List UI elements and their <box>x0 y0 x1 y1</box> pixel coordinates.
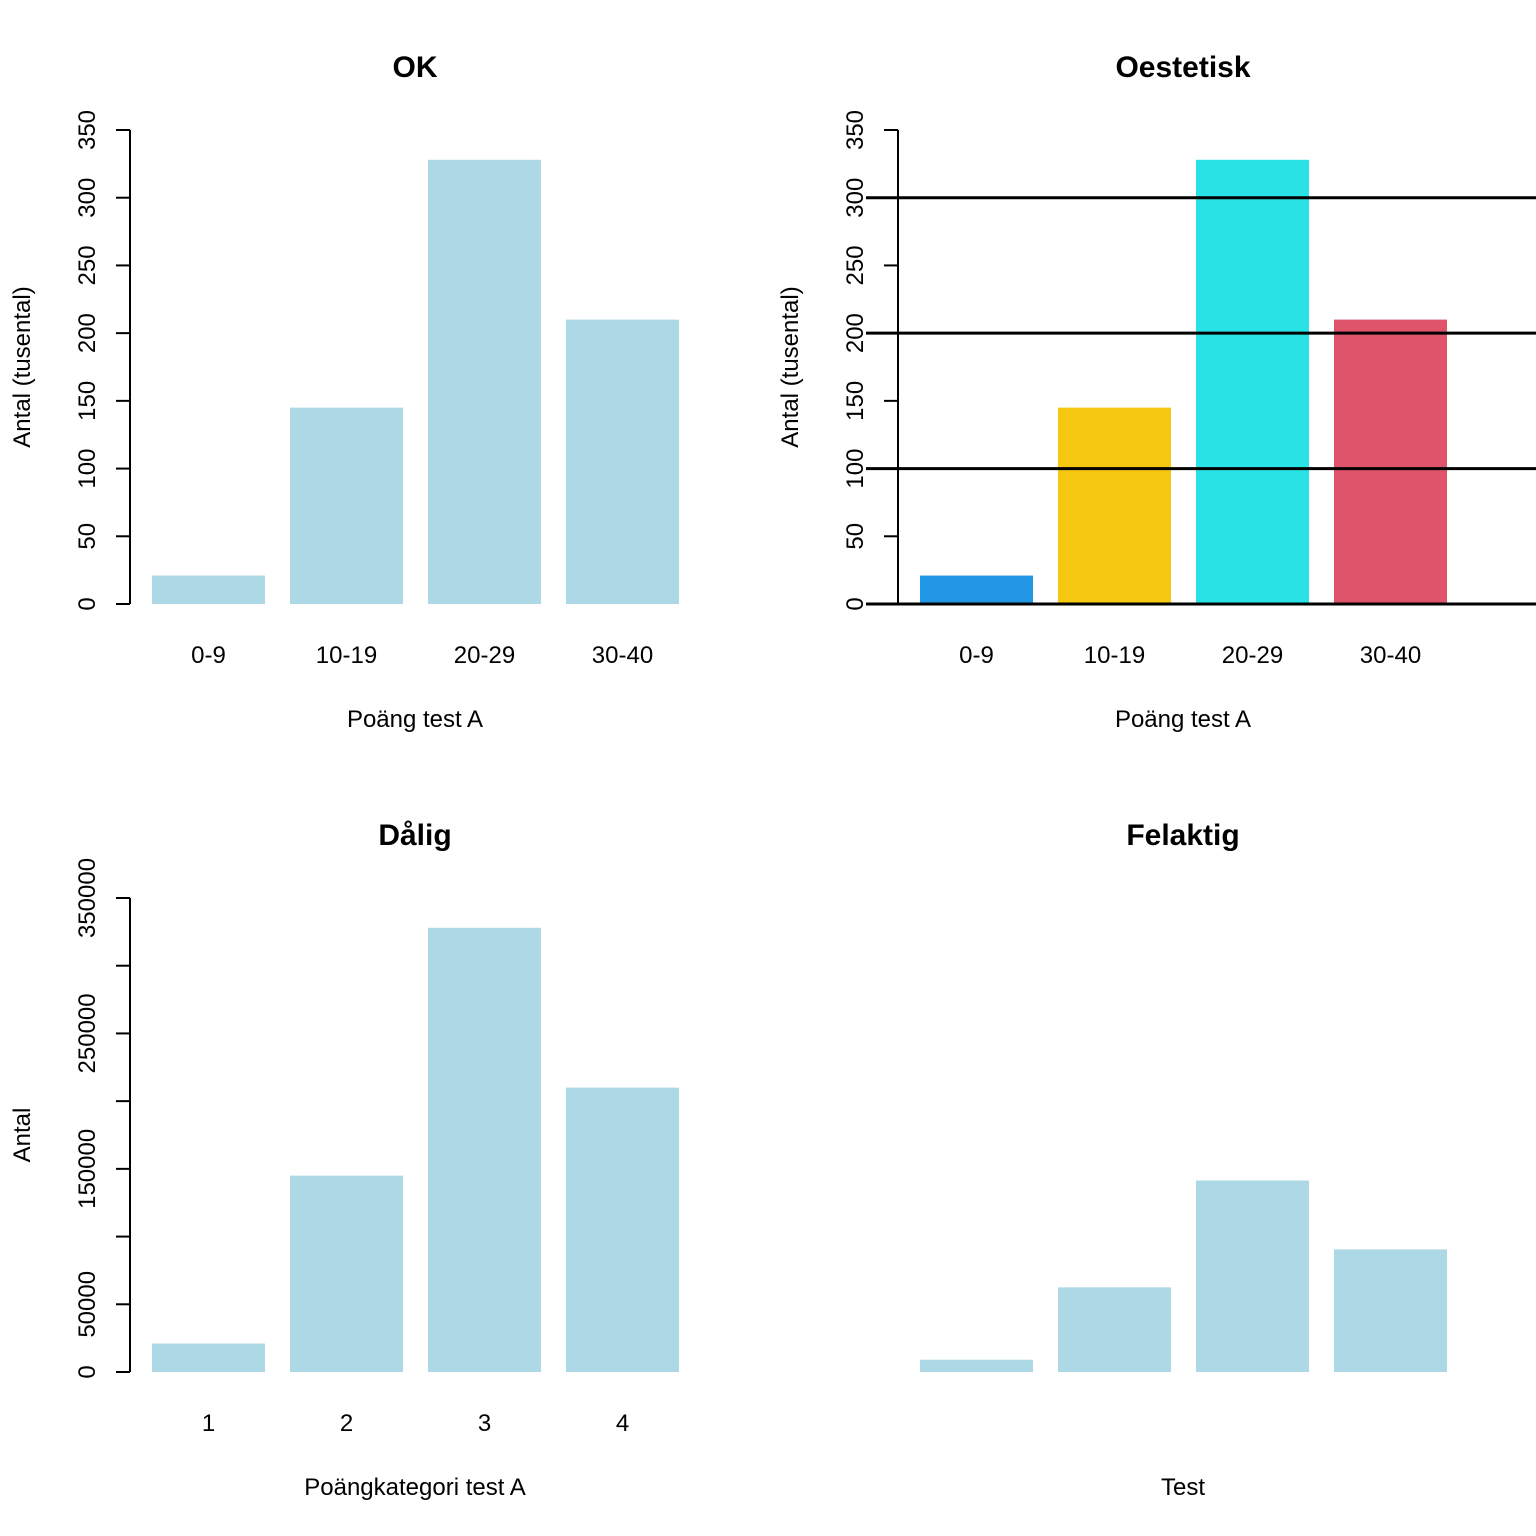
y-tick-label: 0 <box>74 1365 101 1378</box>
x-tick-label: 0-9 <box>959 642 994 669</box>
chart-panel-3: Dålig 1 2 3 4 0 50000 150000 250000 350000 Poängka… <box>9 819 679 1501</box>
bar-2 <box>290 1175 403 1372</box>
x-tick-label: 20-29 <box>1222 642 1283 669</box>
x-axis-title: Poäng test A <box>347 706 483 733</box>
chart-panel-2: Oestetisk 0-9 10-19 20-29 30-40 0 50 100 150 200 2… <box>777 51 1536 733</box>
x-tick-label: 2 <box>340 1410 353 1437</box>
bar-3 <box>1196 159 1309 604</box>
chart-title: Felaktig <box>1126 819 1239 852</box>
bar-1 <box>920 1359 1033 1372</box>
bar-1 <box>152 1343 265 1372</box>
chart-title: Oestetisk <box>1115 51 1250 84</box>
y-tick-label: 0 <box>74 597 101 610</box>
bar-3 <box>1196 1180 1309 1372</box>
bar-2 <box>1058 1287 1171 1372</box>
x-tick-label: 10-19 <box>316 642 377 669</box>
y-tick-label: 150 <box>74 381 101 421</box>
y-tick-label: 350 <box>74 110 101 150</box>
y-tick-label: 50000 <box>74 1271 101 1338</box>
y-tick-label: 50 <box>842 523 869 550</box>
y-axis-title: Antal (tusental) <box>9 286 36 447</box>
y-tick-label: 100 <box>842 449 869 489</box>
bar-1 <box>152 575 265 604</box>
y-tick-label: 0 <box>842 597 869 610</box>
x-tick-label: 4 <box>616 1410 629 1437</box>
y-tick-label: 200 <box>74 313 101 353</box>
y-tick-label: 350000 <box>74 858 101 938</box>
y-tick-label: 250 <box>842 245 869 285</box>
y-tick-label: 150000 <box>74 1129 101 1209</box>
x-tick-label: 20-29 <box>454 642 515 669</box>
chart-title: Dålig <box>378 819 451 852</box>
x-tick-label: 10-19 <box>1084 642 1145 669</box>
y-tick-label: 300 <box>74 178 101 218</box>
y-tick-label: 250 <box>74 245 101 285</box>
y-tick-label: 350 <box>842 110 869 150</box>
bar-4 <box>1334 1249 1447 1372</box>
chart-panel-4: Felaktig Test <box>920 819 1447 1501</box>
x-axis-title: Test <box>1161 1474 1205 1501</box>
x-tick-label: 3 <box>478 1410 491 1437</box>
bar-2 <box>1058 407 1171 604</box>
chart-panel-1: OK 0-9 10-19 20-29 30-40 0 50 100 150 200 250 300 35… <box>9 51 679 733</box>
x-axis-title: Poängkategori test A <box>304 1474 525 1501</box>
y-tick-label: 150 <box>842 381 869 421</box>
x-tick-label: 0-9 <box>191 642 226 669</box>
y-axis-title: Antal <box>9 1108 36 1163</box>
bar-1 <box>920 575 1033 604</box>
y-tick-label: 200 <box>842 313 869 353</box>
y-axis-title: Antal (tusental) <box>777 286 804 447</box>
y-tick-label: 250000 <box>74 993 101 1073</box>
y-tick-label: 100 <box>74 449 101 489</box>
bar-2 <box>290 407 403 604</box>
bar-3 <box>428 927 541 1372</box>
bar-3 <box>428 159 541 604</box>
x-axis-title: Poäng test A <box>1115 706 1251 733</box>
x-tick-label: 30-40 <box>1360 642 1421 669</box>
y-tick-label: 300 <box>842 178 869 218</box>
chart-title: OK <box>393 51 438 84</box>
y-tick-label: 50 <box>74 523 101 550</box>
x-tick-label: 30-40 <box>592 642 653 669</box>
x-tick-label: 1 <box>202 1410 215 1437</box>
bar-4 <box>566 1087 679 1372</box>
bar-4 <box>1334 319 1447 604</box>
bar-4 <box>566 319 679 604</box>
